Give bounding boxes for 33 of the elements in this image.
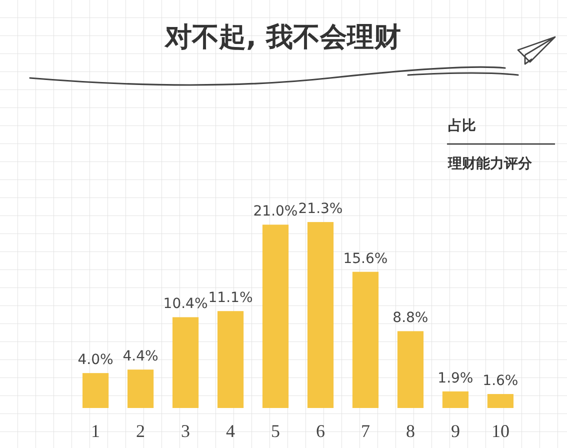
x-tick-label: 6 <box>316 421 325 441</box>
x-tick-label: 2 <box>136 421 146 441</box>
text: 占比 <box>448 118 476 134</box>
data-label: 4.0% <box>78 352 114 368</box>
data-label: 8.8% <box>392 310 428 326</box>
x-tick-label: 7 <box>360 421 370 441</box>
data-label: 1.6% <box>482 373 518 390</box>
x-tick-label: 1 <box>91 421 100 441</box>
bar <box>397 331 424 408</box>
x-tick-label: 9 <box>450 421 460 441</box>
bar <box>307 222 334 408</box>
bar <box>82 373 109 408</box>
bar <box>127 370 154 408</box>
bar <box>172 317 199 408</box>
bar <box>487 394 514 408</box>
data-label: 21.0% <box>253 204 298 220</box>
x-tick-label: 3 <box>181 421 190 441</box>
data-label: 10.4% <box>163 296 208 312</box>
data-label: 15.6% <box>343 250 388 267</box>
bar <box>262 224 289 408</box>
x-tick-label: 5 <box>271 421 280 441</box>
x-tick-label: 10 <box>491 421 510 441</box>
data-label: 4.4% <box>122 348 158 365</box>
data-label: 1.9% <box>438 370 474 386</box>
bar <box>442 391 469 408</box>
bar <box>352 272 379 408</box>
x-tick-label: 4 <box>226 421 236 441</box>
data-label: 21.3% <box>298 201 343 218</box>
bar <box>217 311 244 408</box>
data-label: 11.1% <box>208 290 253 306</box>
chart-title: 对不起, 我不会理财 <box>164 22 401 53</box>
text: 理财能力评分 <box>447 156 533 172</box>
x-tick-label: 8 <box>406 421 415 441</box>
